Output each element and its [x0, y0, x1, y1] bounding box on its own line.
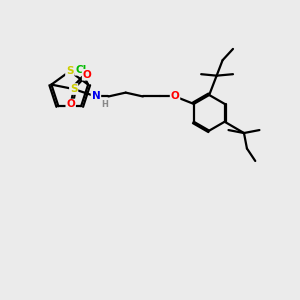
Text: Cl: Cl	[75, 65, 86, 75]
Text: N: N	[92, 92, 100, 101]
Text: S: S	[66, 66, 74, 76]
Text: S: S	[70, 84, 77, 94]
Text: O: O	[83, 70, 92, 80]
Text: H: H	[101, 100, 108, 109]
Text: O: O	[171, 92, 179, 101]
Text: O: O	[66, 100, 75, 110]
